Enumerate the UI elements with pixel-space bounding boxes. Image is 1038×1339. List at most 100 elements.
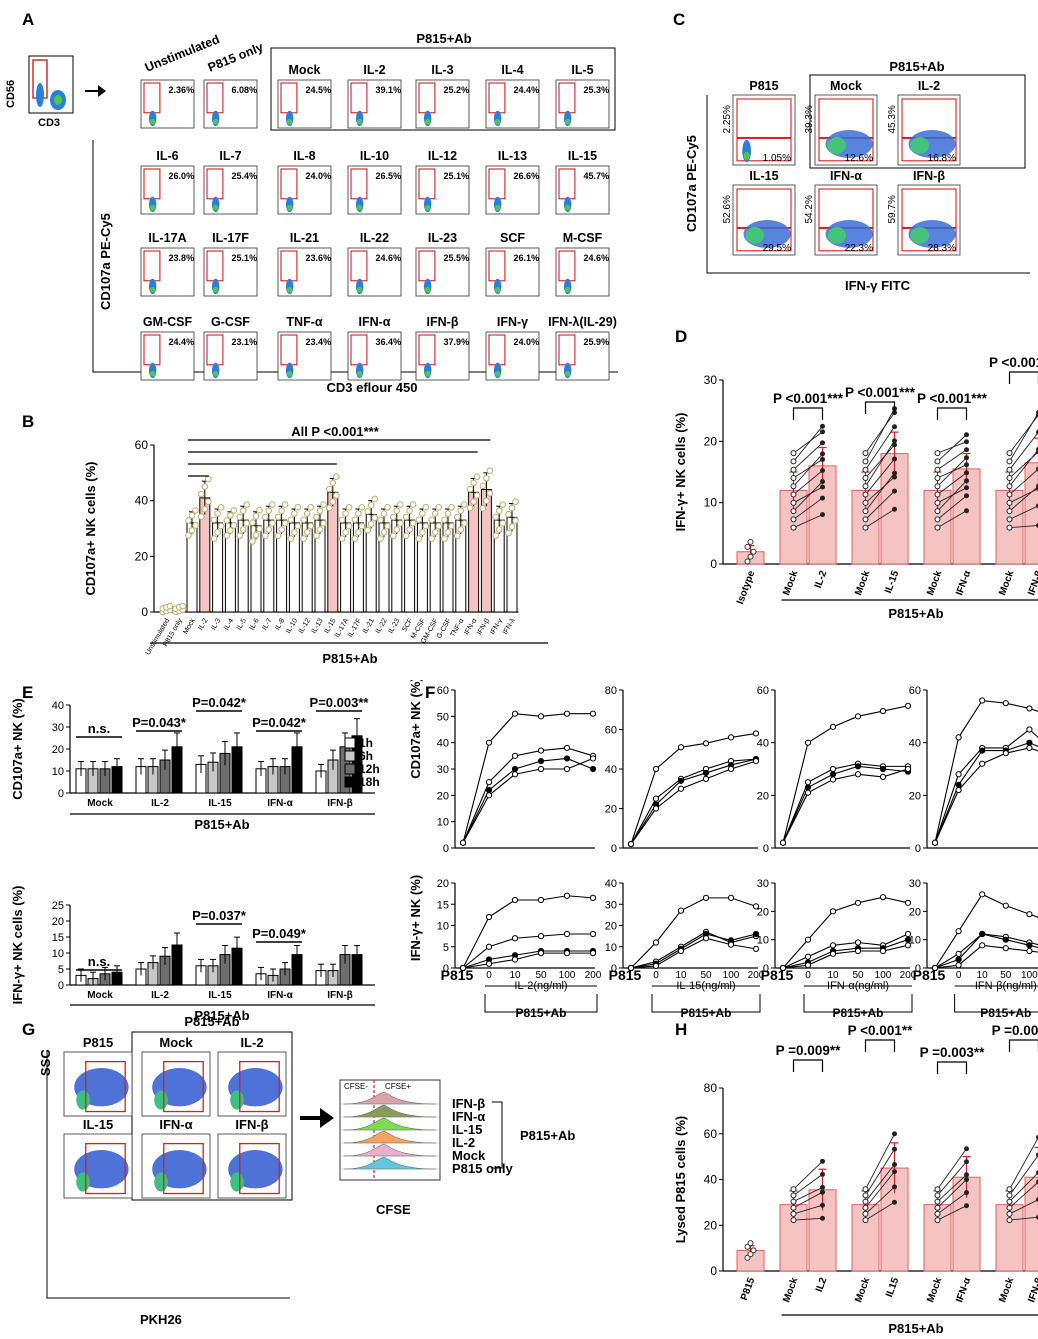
y-axis-label-top: CD107a+ NK (%) [410, 680, 423, 779]
data-point [1006, 508, 1013, 515]
data-point [964, 455, 969, 461]
cell-cluster-core [425, 204, 431, 211]
x-tick-label: 50 [700, 970, 712, 981]
data-point [790, 474, 797, 481]
cell-cluster-core [425, 286, 431, 293]
track-label: IFN-β [452, 1096, 485, 1111]
comparison-label: n.s. [88, 954, 110, 969]
data-point [483, 474, 490, 482]
flow-plot-il-23: 25.5% IL-23 [415, 231, 470, 297]
data-point [820, 1158, 825, 1164]
pair-line [793, 486, 823, 504]
data-point [511, 771, 519, 778]
data-point [397, 501, 404, 508]
data-point [454, 532, 461, 540]
data-point [862, 1217, 869, 1224]
gate-percent: 25.2% [444, 85, 470, 95]
data-point [627, 964, 635, 972]
series-line [782, 768, 909, 843]
data-point [364, 526, 372, 534]
gate-percent-right: 28.3% [928, 243, 956, 254]
data-point [934, 466, 941, 473]
comparison-label: P <0.001*** [773, 391, 844, 406]
y-tick-label: 5 [443, 942, 449, 954]
data-point [1006, 1217, 1013, 1224]
pair-line [865, 1133, 895, 1190]
x-axis-label: IFN-γ FITC [845, 278, 911, 293]
panel-label-d: D [675, 327, 688, 346]
data-point [435, 522, 443, 530]
gating-x-label: CD3 [38, 117, 60, 129]
pair-line [865, 476, 895, 504]
x-tick-label: 100 [559, 970, 576, 981]
gate-percent-right: 16.8% [928, 153, 956, 164]
data-point [185, 517, 192, 524]
flow-plot-scf: 26.1% SCF [485, 231, 540, 297]
data-point [483, 497, 490, 505]
data-point [444, 510, 452, 517]
pair-line [865, 1148, 895, 1196]
y-tick-label: 20 [437, 878, 449, 890]
data-point [563, 744, 571, 752]
data-point [201, 483, 209, 490]
data-point [1006, 458, 1013, 465]
data-point [384, 522, 391, 530]
data-point [727, 941, 735, 948]
series-line [630, 758, 757, 845]
data-point [217, 522, 225, 530]
data-point [779, 839, 787, 846]
gate-percent: 26.5% [376, 171, 402, 181]
x-group-label: P815+Ab [832, 1006, 883, 1020]
data-point [934, 1217, 941, 1224]
y-tick-label: 15 [437, 899, 449, 911]
legend-label-1h: 1h [359, 736, 373, 750]
pair-line [1009, 1181, 1038, 1209]
pair-line [937, 441, 967, 454]
pair-line [1009, 1216, 1038, 1221]
data-point [820, 495, 825, 501]
data-point [1002, 700, 1009, 707]
data-point [239, 526, 247, 533]
x-axis-label: PKH26 [140, 1312, 182, 1327]
data-point [589, 950, 597, 957]
y-tick-label: 20 [605, 921, 617, 933]
gate-percent-left: 2.25% [722, 105, 733, 133]
pair-line [1009, 451, 1038, 479]
y-tick-label: 80 [704, 1081, 718, 1095]
data-point [390, 513, 397, 521]
group-label: P815+Ab [889, 59, 944, 74]
data-point [829, 776, 837, 783]
plot-title: Mock [159, 1035, 193, 1050]
pair-line [793, 497, 823, 520]
data-point [326, 504, 333, 512]
pair-line [793, 1217, 823, 1221]
data-point [485, 786, 493, 794]
pair-line [865, 408, 895, 462]
series-line [630, 758, 757, 845]
data-point [431, 529, 439, 536]
data-point [262, 532, 269, 540]
data-point [747, 553, 754, 560]
data-point [316, 507, 324, 515]
arrow-icon [300, 1108, 334, 1128]
pair-line [865, 472, 895, 512]
bar-IFN-α [952, 468, 981, 565]
x-tick-label: 10 [675, 970, 687, 981]
comparison-label: n.s. [88, 721, 110, 736]
gate [239, 1060, 280, 1113]
data-point [537, 933, 545, 940]
pair-line [937, 1205, 967, 1221]
data-point [265, 507, 273, 515]
x-tick-label: 0 [805, 970, 811, 981]
data-point [281, 501, 289, 508]
data-point [1006, 1198, 1013, 1205]
group-label: P815+Ab [184, 1014, 239, 1029]
y-axis-label: CD107a PE-Cy5 [684, 135, 699, 232]
comparison-bracket [1008, 1039, 1038, 1052]
flow-plot-m-csf: 24.6% M-CSF [555, 231, 610, 297]
pair-line [937, 1161, 967, 1196]
data-point [790, 1186, 797, 1193]
data-point [485, 779, 493, 786]
data-point [1006, 516, 1013, 523]
flow-plot-il-17a: 23.8% IL-17A [140, 231, 195, 297]
